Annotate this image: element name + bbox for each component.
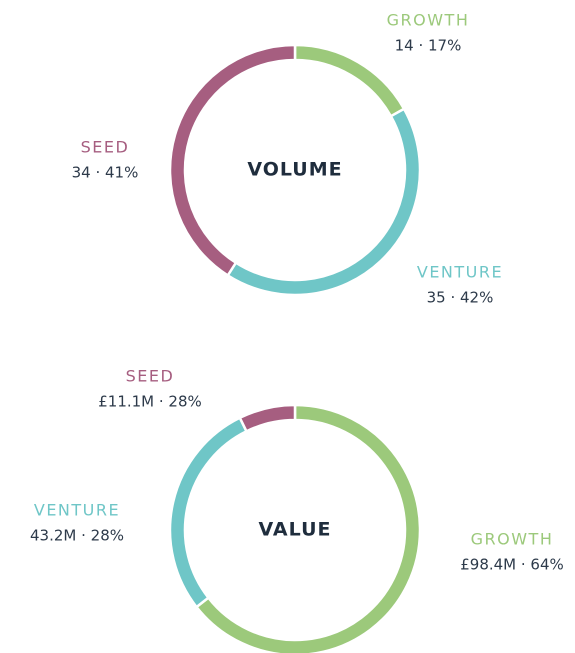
donut-segment (168, 416, 249, 609)
value-label: 35 · 42% (427, 289, 494, 307)
donut-segment (293, 43, 406, 118)
category-label: VENTURE (417, 263, 503, 282)
category-label: SEED (126, 367, 175, 386)
category-label: VENTURE (34, 501, 120, 520)
value-label: 14 · 17% (395, 37, 462, 55)
value-label: £11.1M · 28% (98, 393, 202, 411)
chart-title: VALUE (259, 519, 332, 541)
value-label: 34 · 41% (72, 164, 139, 182)
category-label: GROWTH (471, 530, 554, 549)
donut-segment (238, 403, 297, 433)
donut-segment (226, 107, 422, 297)
chart-title: VOLUME (247, 159, 342, 181)
value-label: 43.2M · 28% (30, 527, 124, 545)
value-label: £98.4M · 64% (460, 556, 564, 574)
category-label: SEED (81, 138, 130, 157)
donut-segment (168, 43, 297, 278)
category-label: GROWTH (387, 11, 470, 30)
